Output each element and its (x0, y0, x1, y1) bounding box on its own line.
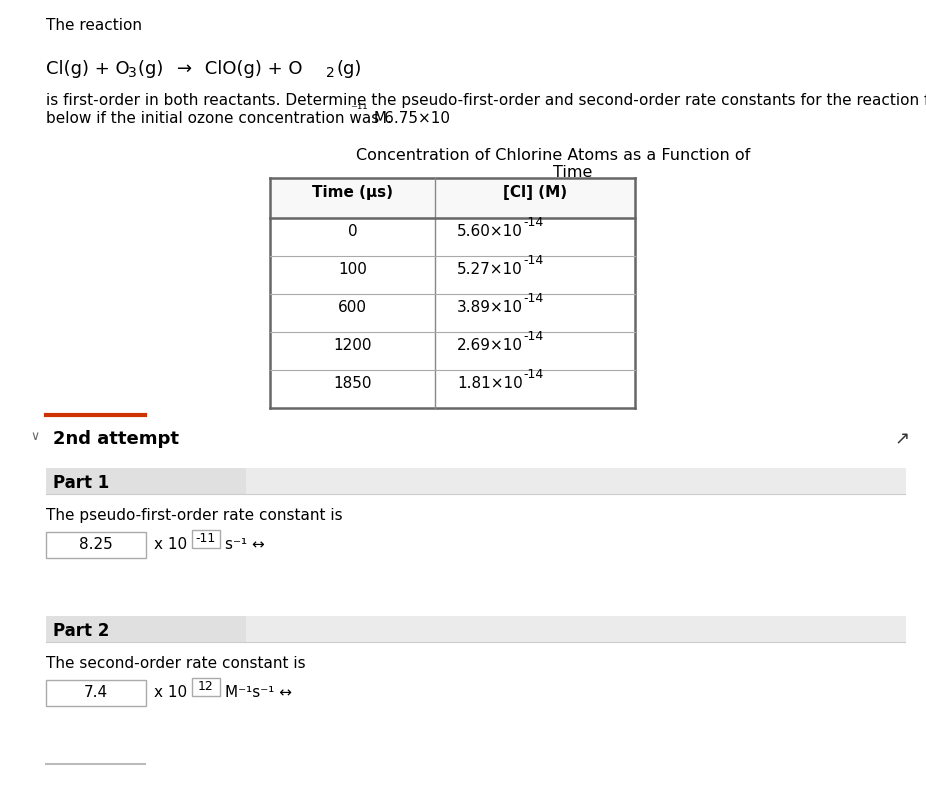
Text: -14: -14 (523, 331, 544, 344)
Text: 2.69×10: 2.69×10 (457, 337, 523, 353)
Text: 8.25: 8.25 (79, 537, 113, 552)
Text: (g): (g) (336, 60, 361, 78)
Text: 1200: 1200 (333, 337, 371, 353)
Bar (192, 530, 220, 548)
Text: Part 2: Part 2 (53, 622, 109, 640)
Text: The reaction: The reaction (46, 18, 142, 33)
Text: s⁻¹ ↔: s⁻¹ ↔ (225, 537, 265, 552)
Text: Cl(g) + O: Cl(g) + O (46, 60, 130, 78)
Text: -14: -14 (523, 292, 544, 306)
Bar (46, 616, 246, 642)
Text: ⁻¹¹: ⁻¹¹ (350, 103, 368, 116)
Text: 5.27×10: 5.27×10 (457, 262, 523, 276)
Text: (g): (g) (138, 60, 169, 78)
Text: is first-order in both reactants. Determine the pseudo-first-order and second-or: is first-order in both reactants. Determ… (46, 93, 926, 108)
Text: 7.4: 7.4 (84, 685, 108, 700)
Text: 2: 2 (326, 66, 335, 80)
Text: 2nd attempt: 2nd attempt (53, 430, 179, 448)
Text: -14: -14 (523, 217, 544, 229)
Text: 3.89×10: 3.89×10 (457, 299, 523, 315)
Text: -14: -14 (523, 369, 544, 382)
Text: below if the initial ozone concentration was 6.75×10: below if the initial ozone concentration… (46, 111, 450, 126)
Text: 1850: 1850 (333, 375, 371, 390)
Text: 5.60×10: 5.60×10 (457, 224, 523, 238)
Text: →: → (177, 60, 192, 78)
Text: The pseudo-first-order rate constant is: The pseudo-first-order rate constant is (46, 508, 343, 523)
Text: 100: 100 (338, 262, 367, 276)
Text: x 10: x 10 (154, 685, 187, 700)
Text: Time: Time (553, 165, 593, 180)
Text: -11: -11 (196, 532, 216, 545)
Text: ∨: ∨ (30, 430, 39, 443)
Text: Concentration of Chlorine Atoms as a Function of: Concentration of Chlorine Atoms as a Fun… (356, 148, 750, 163)
Bar (246, 616, 906, 642)
Text: x 10: x 10 (154, 537, 187, 552)
Text: 1.81×10: 1.81×10 (457, 375, 523, 390)
Text: The second-order rate constant is: The second-order rate constant is (46, 656, 306, 671)
Text: ↗: ↗ (895, 430, 910, 448)
Text: 12: 12 (198, 680, 214, 693)
Text: 600: 600 (338, 299, 367, 315)
Bar (46, 532, 146, 558)
Bar (46, 468, 246, 494)
Text: [Cl] (M): [Cl] (M) (503, 184, 567, 200)
Text: -14: -14 (523, 254, 544, 267)
Text: 0: 0 (347, 224, 357, 238)
Bar (192, 678, 220, 696)
Text: Part 1: Part 1 (53, 474, 109, 492)
Text: 3: 3 (128, 66, 137, 80)
Bar (270, 178, 635, 218)
Text: M⁻¹s⁻¹ ↔: M⁻¹s⁻¹ ↔ (225, 685, 292, 700)
Text: M.: M. (369, 111, 392, 126)
Text: Time (μs): Time (μs) (312, 184, 393, 200)
Bar (246, 468, 906, 494)
Text: ClO(g) + O: ClO(g) + O (199, 60, 303, 78)
Bar (46, 680, 146, 706)
